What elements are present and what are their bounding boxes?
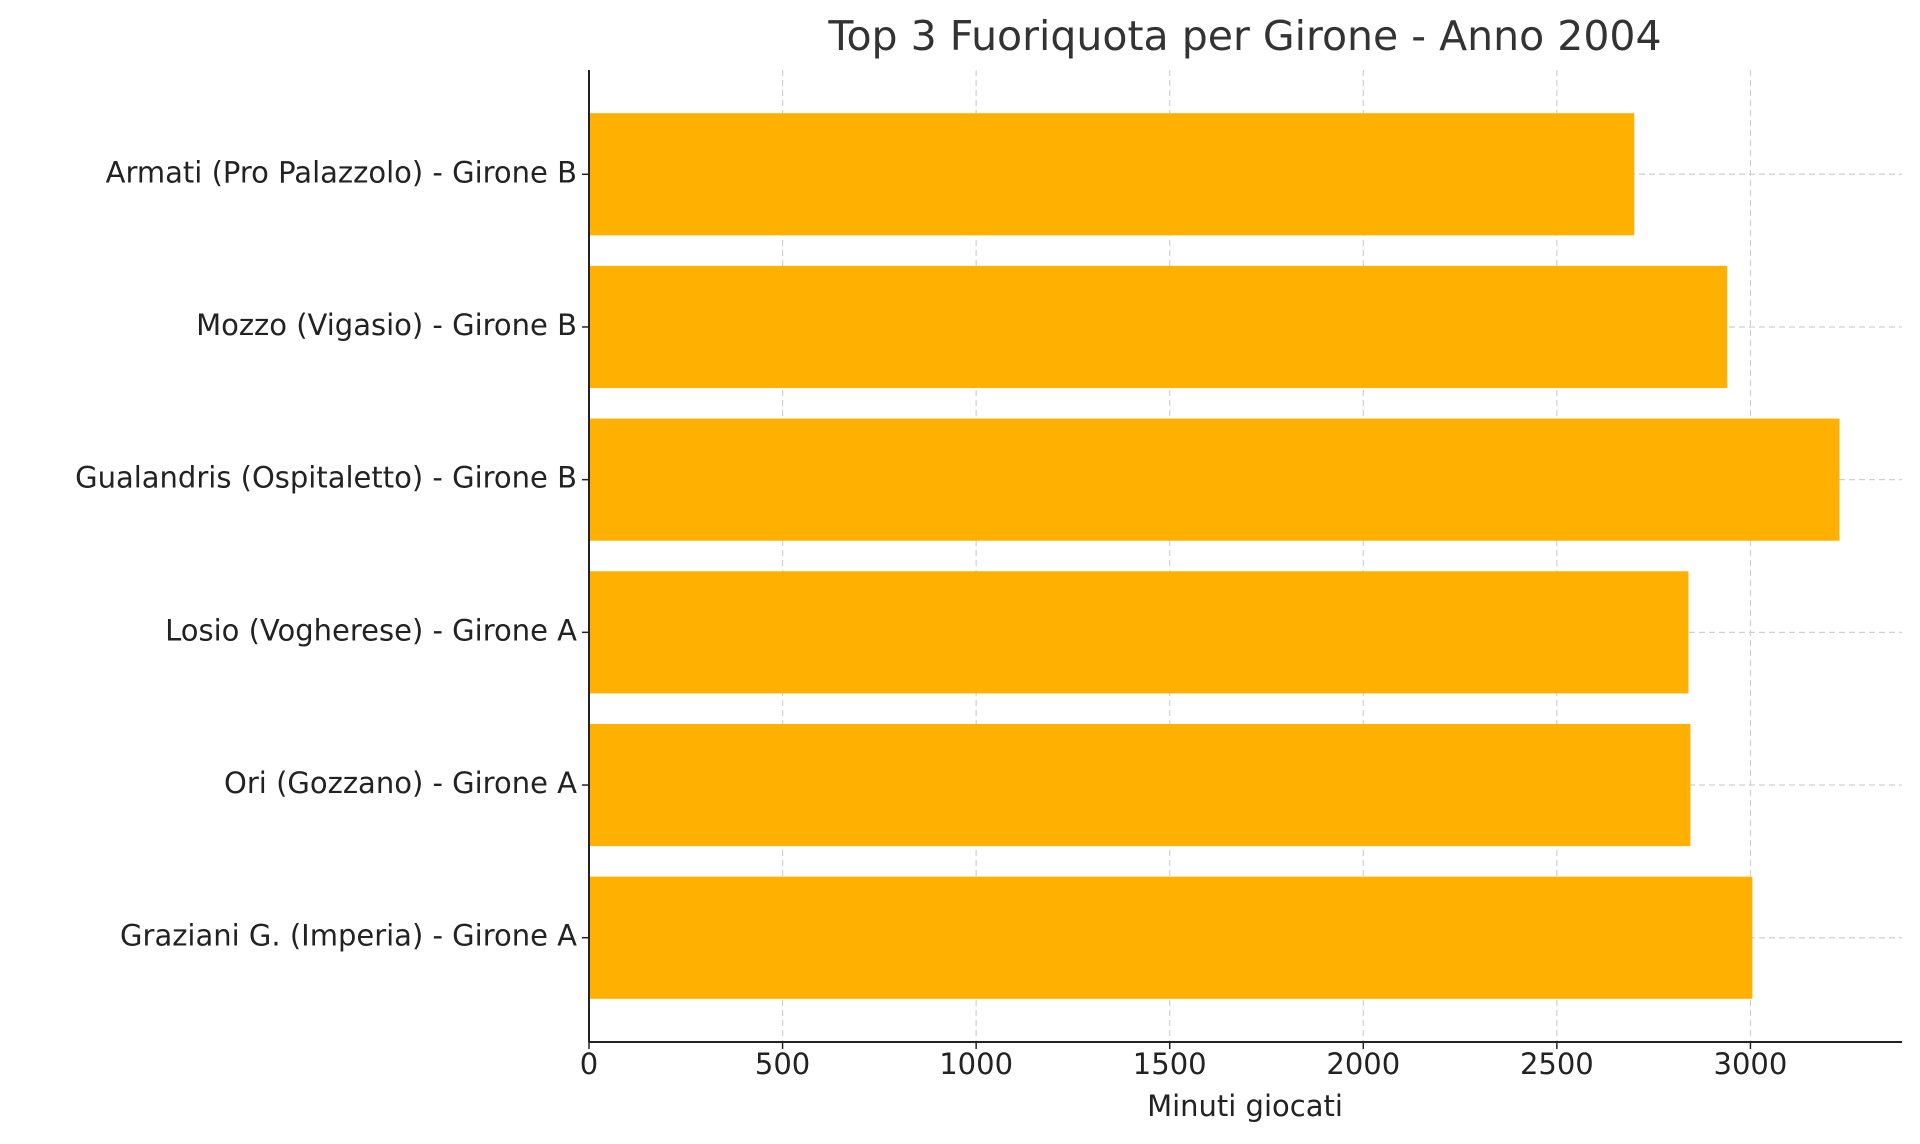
bar (589, 723, 1691, 847)
x-axis-label: Minuti giocati (1147, 1089, 1343, 1123)
bar (589, 571, 1689, 694)
y-tick-label: Graziani G. (Imperia) - Girone A (120, 919, 577, 953)
y-tick-label: Ori (Gozzano) - Girone A (224, 766, 577, 800)
bar (589, 113, 1635, 236)
bar (589, 265, 1728, 389)
y-tick-label: Armati (Pro Palazzolo) - Girone B (106, 155, 577, 189)
chart-title: Top 3 Fuoriquota per Girone - Anno 2004 (827, 12, 1661, 60)
bar (589, 418, 1840, 541)
bar (589, 876, 1753, 999)
x-tick-label: 3000 (1714, 1047, 1788, 1081)
y-tick-label: Losio (Vogherese) - Girone A (165, 613, 577, 647)
x-tick-label: 1500 (1133, 1047, 1207, 1081)
x-tick-label: 1000 (939, 1047, 1013, 1081)
x-tick-label: 2500 (1520, 1047, 1594, 1081)
x-tick-label: 2000 (1326, 1047, 1400, 1081)
y-tick-label: Mozzo (Vigasio) - Girone B (196, 308, 577, 342)
x-tick-label: 0 (580, 1047, 598, 1081)
y-tick-label: Gualandris (Ospitaletto) - Girone B (75, 461, 577, 495)
x-tick-label: 500 (755, 1047, 810, 1081)
